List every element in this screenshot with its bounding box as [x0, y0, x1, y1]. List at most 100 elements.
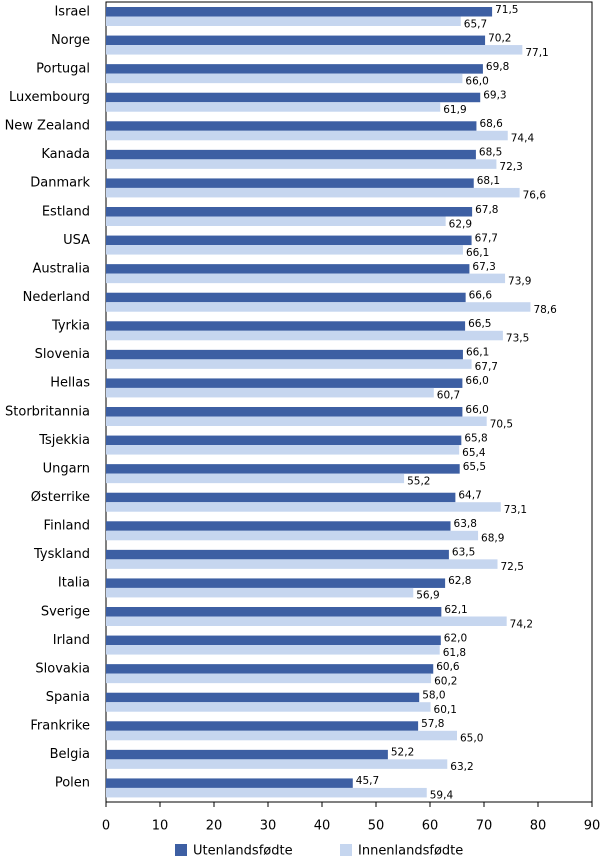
category-label: Tyskland — [33, 547, 90, 562]
value-label: 45,7 — [356, 775, 379, 787]
bar — [106, 302, 531, 312]
category-label: Storbritannia — [5, 404, 90, 419]
value-label: 67,3 — [472, 261, 495, 273]
bar — [106, 378, 463, 388]
bar — [106, 635, 441, 646]
category-label: Ungarn — [43, 461, 90, 476]
value-label: 63,5 — [452, 547, 475, 559]
x-tick-label: 50 — [368, 819, 385, 834]
value-label: 66,1 — [466, 347, 489, 359]
category-label: Tsjekkia — [38, 433, 90, 448]
category-label: USA — [63, 233, 90, 248]
bar — [106, 35, 486, 46]
bar — [106, 787, 427, 798]
value-label: 73,9 — [508, 275, 531, 287]
bar — [106, 159, 497, 169]
bar — [106, 749, 388, 760]
category-label: Tyrkia — [51, 319, 90, 334]
bar — [106, 530, 479, 541]
value-label: 60,2 — [434, 675, 457, 687]
category-label: Australia — [32, 261, 90, 276]
bar — [106, 16, 461, 26]
value-label: 67,7 — [475, 232, 498, 244]
bar — [106, 759, 448, 769]
value-label: 60,7 — [437, 390, 460, 402]
category-label: Sverige — [41, 604, 90, 619]
value-label: 76,6 — [523, 190, 547, 202]
bar — [106, 292, 466, 303]
bar — [106, 559, 498, 569]
category-label: Nederland — [23, 290, 90, 305]
category-label: Belgia — [50, 747, 90, 762]
category-label: Estland — [42, 204, 90, 219]
value-label: 64,7 — [458, 489, 481, 501]
category-label: Spania — [46, 690, 90, 705]
bar — [106, 187, 520, 198]
category-label: Italia — [58, 576, 90, 591]
value-label: 74,2 — [510, 618, 533, 630]
bar — [106, 730, 457, 741]
bar — [106, 435, 462, 446]
value-label: 68,1 — [477, 175, 500, 187]
category-label: Portugal — [36, 61, 90, 76]
category-label: Danmark — [30, 176, 90, 191]
value-label: 61,8 — [443, 647, 466, 659]
legend-label: Innenlandsfødte — [358, 844, 463, 859]
value-label: 70,5 — [490, 418, 513, 430]
value-label: 62,8 — [448, 575, 471, 587]
category-label: Hellas — [50, 376, 90, 391]
value-label: 68,9 — [481, 533, 504, 545]
bar — [106, 616, 507, 626]
value-label: 62,9 — [449, 218, 472, 230]
bar — [106, 178, 474, 188]
value-label: 55,2 — [407, 475, 430, 487]
bar — [106, 7, 493, 17]
value-label: 73,5 — [506, 333, 529, 345]
category-label: Finland — [44, 519, 90, 534]
value-label: 68,6 — [479, 118, 503, 130]
category-label: Østerrike — [31, 490, 90, 505]
x-tick-label: 60 — [422, 819, 439, 834]
bar — [106, 416, 487, 426]
bar — [106, 645, 440, 655]
bar — [106, 473, 405, 484]
category-label: Slovakia — [35, 661, 90, 676]
value-label: 78,6 — [533, 304, 557, 316]
bar — [106, 387, 434, 398]
bar — [106, 578, 446, 588]
bar — [106, 102, 441, 112]
bar — [106, 407, 463, 417]
bar — [106, 587, 414, 598]
x-tick-label: 90 — [584, 819, 600, 834]
category-label: Slovenia — [35, 347, 90, 362]
value-label: 68,5 — [479, 147, 502, 159]
bar — [106, 692, 420, 703]
value-label: 63,8 — [454, 518, 477, 530]
value-label: 58,0 — [422, 689, 445, 701]
bar — [106, 492, 456, 503]
x-tick-label: 20 — [206, 819, 223, 834]
category-label: Israel — [54, 4, 90, 19]
value-label: 69,3 — [483, 89, 506, 101]
value-label: 65,0 — [460, 733, 483, 745]
legend-swatch — [340, 844, 352, 856]
bar — [106, 235, 472, 246]
category-label: Norge — [51, 33, 90, 48]
value-label: 56,9 — [416, 590, 439, 602]
bar — [106, 245, 463, 255]
value-label: 66,0 — [465, 75, 488, 87]
value-label: 77,1 — [525, 47, 548, 59]
x-tick-label: 0 — [102, 819, 110, 834]
bar — [106, 778, 353, 788]
value-label: 60,6 — [436, 661, 460, 673]
value-label: 66,5 — [468, 318, 491, 330]
value-label: 65,5 — [463, 461, 486, 473]
category-label: Frankrike — [30, 719, 90, 734]
bar — [106, 64, 483, 74]
bar — [106, 73, 463, 84]
value-label: 73,1 — [504, 504, 527, 516]
value-label: 69,8 — [486, 61, 509, 73]
bar — [106, 121, 477, 131]
bar — [106, 549, 449, 560]
value-label: 60,1 — [434, 704, 457, 716]
